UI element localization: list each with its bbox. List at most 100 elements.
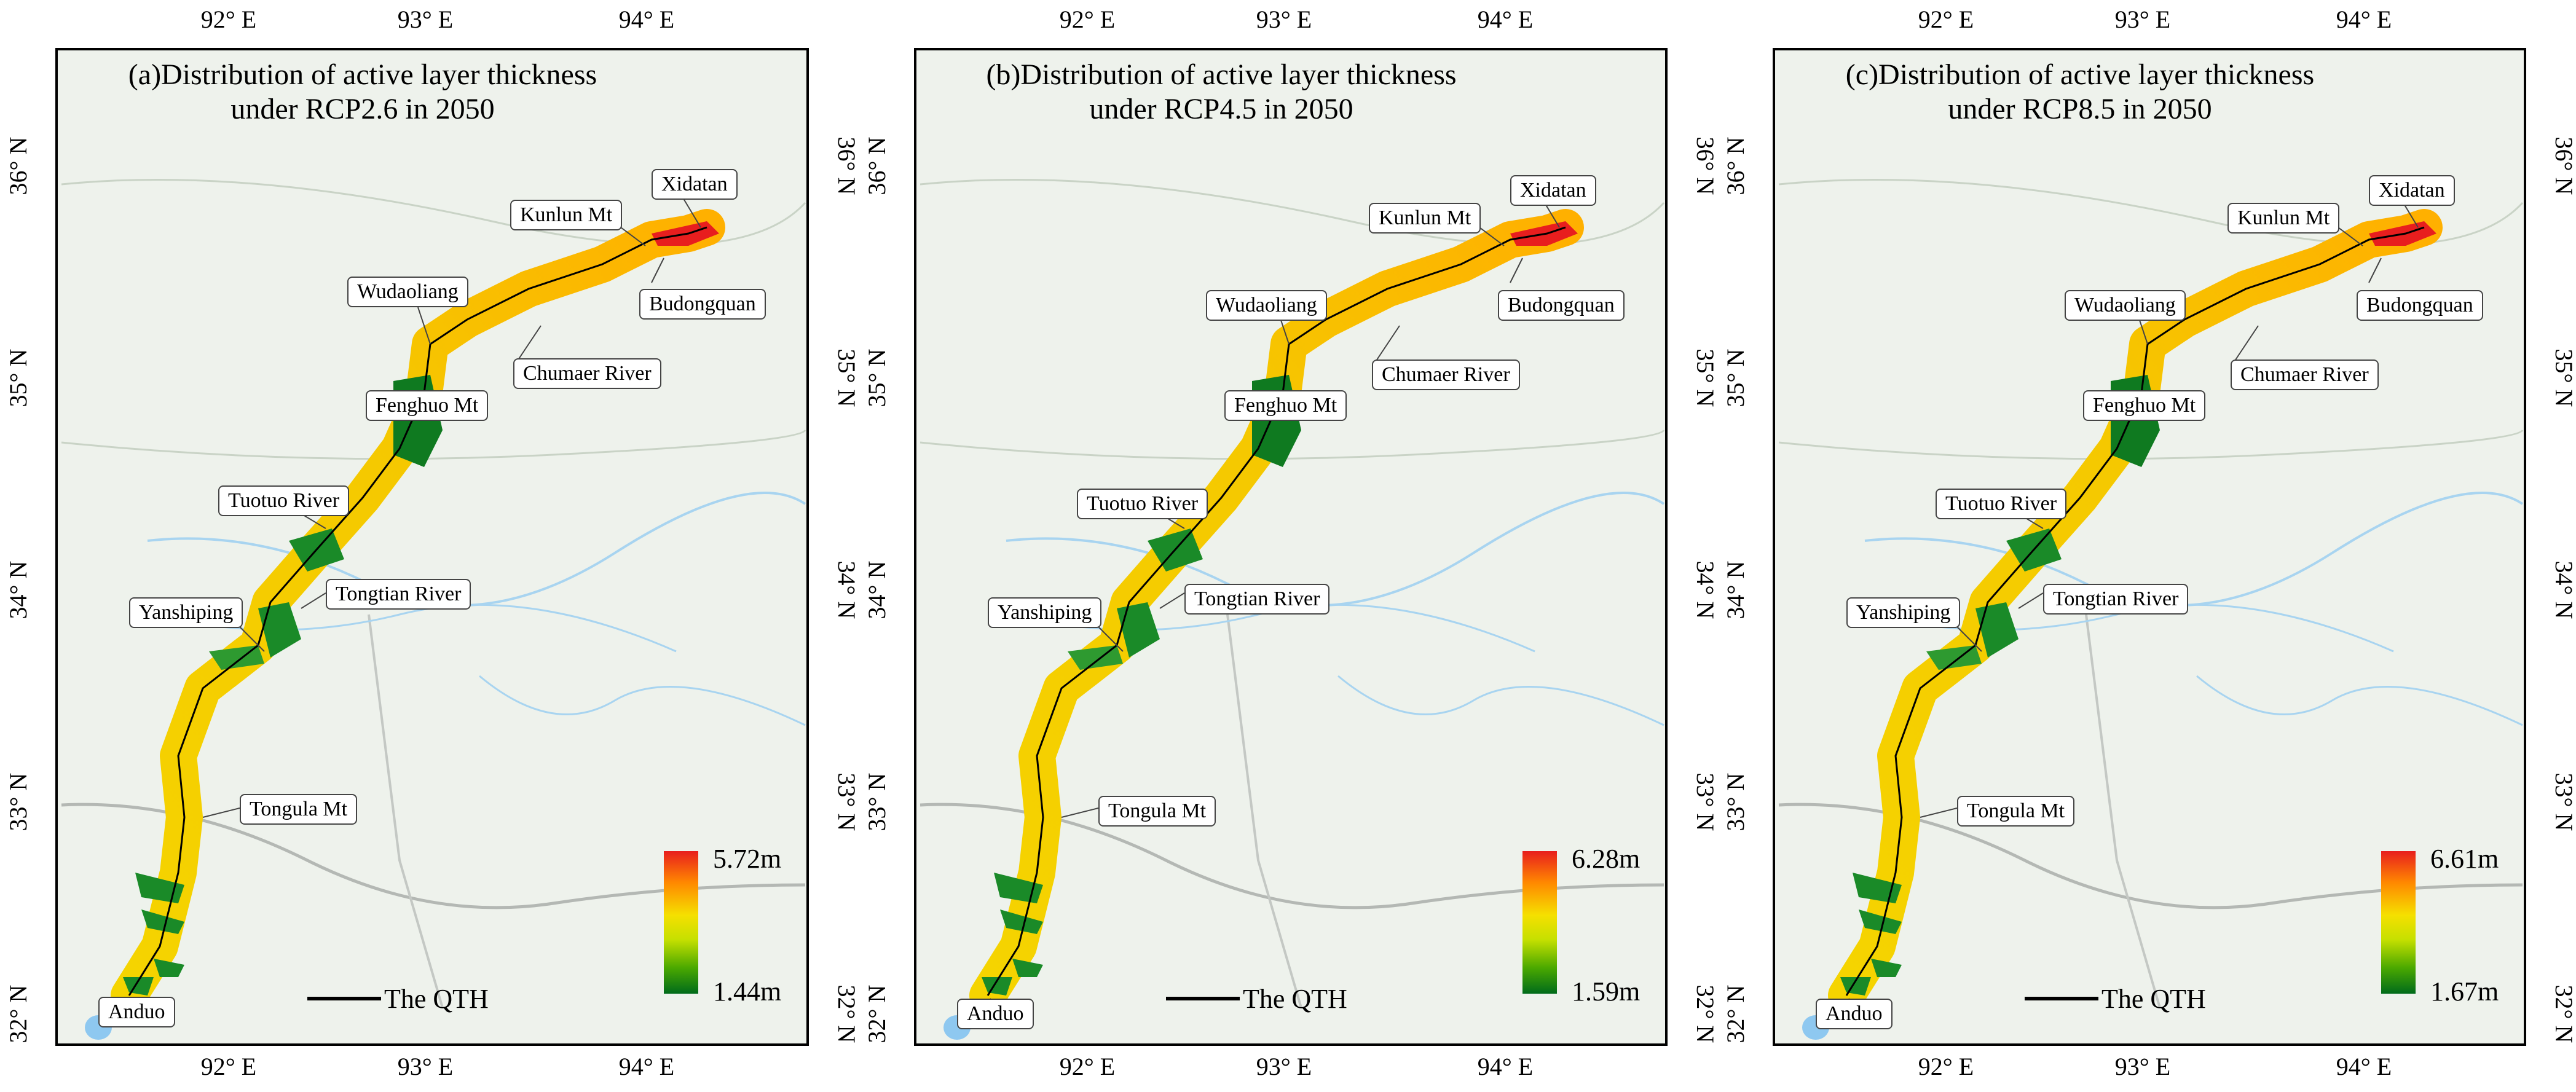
panel-title: (c)Distribution of active layer thicknes… bbox=[1773, 58, 2387, 127]
lon-tick-bottom-93: 93° E bbox=[397, 1053, 454, 1080]
lat-tick-right-35: 35° N bbox=[1691, 348, 1719, 407]
lat-tick-left-35: 35° N bbox=[4, 348, 32, 407]
label-tongula-mt: Tongula Mt bbox=[1098, 796, 1216, 827]
legend-min-value: 1.44m bbox=[713, 976, 782, 1007]
qth-legend-line bbox=[307, 997, 381, 1000]
qth-legend-label: The QTH bbox=[2101, 984, 2206, 1014]
lat-tick-right-33: 33° N bbox=[832, 772, 861, 831]
map-frame bbox=[1773, 48, 2526, 1046]
label-tuotuo-river: Tuotuo River bbox=[1077, 489, 1208, 519]
label-tongtian-river: Tongtian River bbox=[2043, 584, 2189, 615]
panel-title-line1: (a)Distribution of active layer thicknes… bbox=[128, 58, 597, 91]
lat-tick-left-34: 34° N bbox=[4, 560, 32, 619]
lat-tick-left-34: 34° N bbox=[1721, 560, 1749, 619]
map-panel-a: 92° E 93° E 94° E 92° E 93° E 94° E 36° … bbox=[0, 0, 861, 1092]
label-anduo: Anduo bbox=[957, 999, 1034, 1029]
lon-tick-bottom-93: 93° E bbox=[1256, 1053, 1312, 1080]
lon-tick-bottom-92: 92° E bbox=[1918, 1053, 1974, 1080]
label-tuotuo-river: Tuotuo River bbox=[218, 485, 350, 516]
color-ramp-legend bbox=[2381, 851, 2416, 994]
label-wudaoliang: Wudaoliang bbox=[347, 277, 468, 307]
label-tongula-mt: Tongula Mt bbox=[1957, 796, 2075, 827]
label-xidatan: Xidatan bbox=[652, 169, 738, 200]
lat-tick-left-36: 36° N bbox=[862, 136, 891, 195]
label-tongtian-river: Tongtian River bbox=[1184, 584, 1330, 615]
label-anduo: Anduo bbox=[98, 997, 175, 1027]
lat-tick-right-36: 36° N bbox=[832, 136, 861, 195]
lon-tick-bottom-94: 94° E bbox=[1477, 1053, 1534, 1080]
legend-min-value: 1.59m bbox=[1572, 976, 1641, 1007]
label-anduo: Anduo bbox=[1816, 999, 1893, 1029]
lat-tick-left-33: 33° N bbox=[862, 772, 891, 831]
lat-tick-right-35: 35° N bbox=[2550, 348, 2576, 407]
lat-tick-left-36: 36° N bbox=[1721, 136, 1749, 195]
lon-tick-top-93: 93° E bbox=[397, 6, 454, 33]
label-fenghuo-mt: Fenghuo Mt bbox=[2083, 390, 2206, 421]
lon-tick-top-94: 94° E bbox=[2336, 6, 2392, 33]
panel-title-line1: (c)Distribution of active layer thicknes… bbox=[1845, 58, 2315, 91]
lat-tick-left-33: 33° N bbox=[1721, 772, 1749, 831]
lat-tick-left-35: 35° N bbox=[862, 348, 891, 407]
label-chumaer-river: Chumaer River bbox=[2231, 359, 2379, 390]
lat-tick-right-33: 33° N bbox=[1691, 772, 1719, 831]
legend-max-value: 6.61m bbox=[2430, 844, 2499, 874]
label-xidatan: Xidatan bbox=[2369, 175, 2455, 206]
panel-title-line2: under RCP8.5 in 2050 bbox=[1948, 93, 2212, 125]
lon-tick-top-92: 92° E bbox=[200, 6, 257, 33]
label-chumaer-river: Chumaer River bbox=[1372, 359, 1520, 390]
label-xidatan: Xidatan bbox=[1510, 175, 1596, 206]
panel-title: (b)Distribution of active layer thicknes… bbox=[914, 58, 1529, 127]
map-panel-b: 92° E 93° E 94° E 92° E 93° E 94° E 36° … bbox=[859, 0, 1719, 1092]
label-budongquan: Budongquan bbox=[639, 289, 766, 320]
legend-min-value: 1.67m bbox=[2430, 976, 2499, 1007]
lat-tick-right-36: 36° N bbox=[2550, 136, 2576, 195]
qth-legend-line bbox=[1166, 997, 1240, 1000]
label-wudaoliang: Wudaoliang bbox=[2065, 290, 2186, 321]
lat-tick-right-35: 35° N bbox=[832, 348, 861, 407]
lat-tick-left-32: 32° N bbox=[1721, 984, 1749, 1043]
lat-tick-left-32: 32° N bbox=[4, 984, 32, 1043]
qth-legend-label: The QTH bbox=[1243, 984, 1347, 1014]
lon-tick-top-92: 92° E bbox=[1918, 6, 1974, 33]
lon-tick-bottom-92: 92° E bbox=[200, 1053, 257, 1080]
lat-tick-left-34: 34° N bbox=[862, 560, 891, 619]
label-fenghuo-mt: Fenghuo Mt bbox=[366, 390, 489, 421]
lat-tick-right-33: 33° N bbox=[2550, 772, 2576, 831]
lat-tick-left-32: 32° N bbox=[862, 984, 891, 1043]
qth-legend-label: The QTH bbox=[384, 984, 489, 1014]
label-budongquan: Budongquan bbox=[2357, 290, 2483, 321]
label-chumaer-river: Chumaer River bbox=[513, 358, 661, 389]
label-tongtian-river: Tongtian River bbox=[326, 579, 471, 610]
qth-legend-line bbox=[2025, 997, 2098, 1000]
lon-tick-top-93: 93° E bbox=[2114, 6, 2171, 33]
color-ramp-legend bbox=[1522, 851, 1557, 994]
panel-title-line1: (b)Distribution of active layer thicknes… bbox=[986, 58, 1457, 91]
lat-tick-right-32: 32° N bbox=[1691, 984, 1719, 1043]
label-yanshiping: Yanshiping bbox=[988, 597, 1102, 628]
label-tongula-mt: Tongula Mt bbox=[240, 794, 358, 825]
lat-tick-right-32: 32° N bbox=[832, 984, 861, 1043]
label-kunlun-mt: Kunlun Mt bbox=[510, 200, 623, 230]
lat-tick-right-34: 34° N bbox=[2550, 560, 2576, 619]
legend-max-value: 6.28m bbox=[1572, 844, 1641, 874]
label-fenghuo-mt: Fenghuo Mt bbox=[1224, 390, 1347, 421]
map-frame bbox=[55, 48, 809, 1046]
lon-tick-bottom-94: 94° E bbox=[618, 1053, 675, 1080]
legend-max-value: 5.72m bbox=[713, 844, 782, 874]
lat-tick-right-34: 34° N bbox=[1691, 560, 1719, 619]
map-panel-c: 92° E 93° E 94° E 92° E 93° E 94° E 36° … bbox=[1717, 0, 2576, 1092]
lon-tick-bottom-93: 93° E bbox=[2114, 1053, 2171, 1080]
label-kunlun-mt: Kunlun Mt bbox=[1369, 203, 1481, 234]
lon-tick-top-94: 94° E bbox=[1477, 6, 1534, 33]
lat-tick-left-33: 33° N bbox=[4, 772, 32, 831]
lon-tick-bottom-94: 94° E bbox=[2336, 1053, 2392, 1080]
lon-tick-top-94: 94° E bbox=[618, 6, 675, 33]
label-tuotuo-river: Tuotuo River bbox=[1936, 489, 2067, 519]
lon-tick-top-92: 92° E bbox=[1059, 6, 1116, 33]
label-yanshiping: Yanshiping bbox=[1846, 597, 1961, 628]
lon-tick-bottom-92: 92° E bbox=[1059, 1053, 1116, 1080]
label-budongquan: Budongquan bbox=[1498, 290, 1625, 321]
lat-tick-right-36: 36° N bbox=[1691, 136, 1719, 195]
panel-title: (a)Distribution of active layer thicknes… bbox=[55, 58, 670, 127]
lat-tick-left-35: 35° N bbox=[1721, 348, 1749, 407]
